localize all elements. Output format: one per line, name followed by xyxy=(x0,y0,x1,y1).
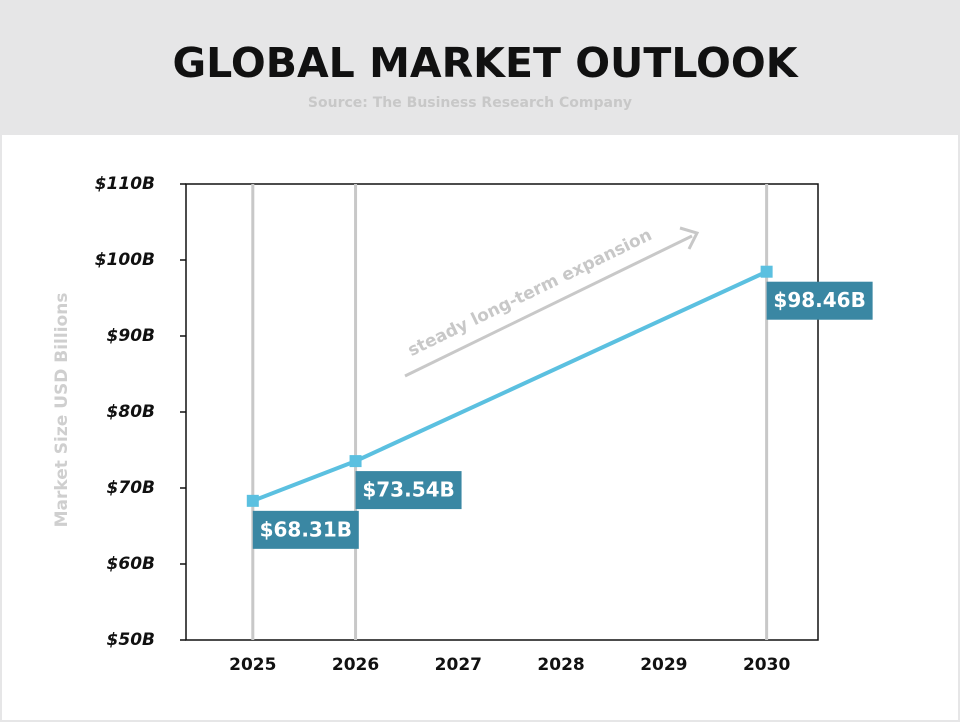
annotation-arrow xyxy=(404,234,693,378)
x-tick-label: 2027 xyxy=(435,655,482,675)
body-panel xyxy=(0,133,960,722)
y-tick-label: $90B xyxy=(107,326,155,346)
x-tick-label: 2025 xyxy=(229,655,276,675)
point xyxy=(760,265,773,278)
value-label-box xyxy=(766,281,873,320)
header-band xyxy=(0,0,960,134)
y-tick-label: $50B xyxy=(107,630,155,650)
x-tick-label: 2028 xyxy=(537,655,584,675)
value-label-box xyxy=(252,510,359,549)
annotation-arrowhead xyxy=(679,226,700,250)
value-label: $73.54B xyxy=(362,478,454,502)
y-tick-label: $80B xyxy=(107,402,155,422)
y-tick-label: $110B xyxy=(95,174,155,194)
x-tick-label: 2026 xyxy=(332,655,379,675)
x-tick-label: 2030 xyxy=(743,655,790,675)
y-tick-label: $100B xyxy=(95,250,155,270)
chart-title: GLOBAL MARKET OUTLOOK xyxy=(173,39,800,87)
value-label: $68.31B xyxy=(260,517,352,541)
chart-subtitle: Source: The Business Research Company xyxy=(308,95,632,111)
value-label: $98.46B xyxy=(773,288,865,312)
point xyxy=(349,455,362,468)
value-label-box xyxy=(355,471,462,510)
point xyxy=(246,494,259,507)
y-axis-label: Market Size USD Billions xyxy=(52,293,72,528)
x-tick-label: 2029 xyxy=(640,655,687,675)
y-tick-label: $60B xyxy=(107,554,155,574)
y-tick-label: $70B xyxy=(107,478,155,498)
